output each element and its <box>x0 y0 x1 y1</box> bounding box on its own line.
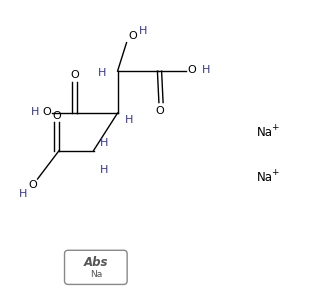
Text: O: O <box>42 107 51 116</box>
Text: H: H <box>139 26 147 36</box>
Text: O: O <box>155 106 164 116</box>
Text: O: O <box>187 65 196 75</box>
Text: O: O <box>70 70 79 80</box>
Text: H: H <box>125 115 133 125</box>
Text: O: O <box>52 110 61 120</box>
Text: H: H <box>31 107 40 116</box>
Text: H: H <box>19 189 28 200</box>
Text: H: H <box>99 138 108 148</box>
Text: H: H <box>99 165 108 175</box>
Text: Na: Na <box>90 270 102 279</box>
FancyBboxPatch shape <box>64 250 127 284</box>
Text: Abs: Abs <box>84 256 108 269</box>
Text: O: O <box>128 31 137 41</box>
Text: Na: Na <box>257 171 273 184</box>
Text: O: O <box>28 181 37 191</box>
Text: Na: Na <box>257 126 273 139</box>
Text: +: + <box>271 168 278 177</box>
Text: H: H <box>98 68 106 78</box>
Text: H: H <box>202 65 210 75</box>
Text: +: + <box>271 123 278 132</box>
